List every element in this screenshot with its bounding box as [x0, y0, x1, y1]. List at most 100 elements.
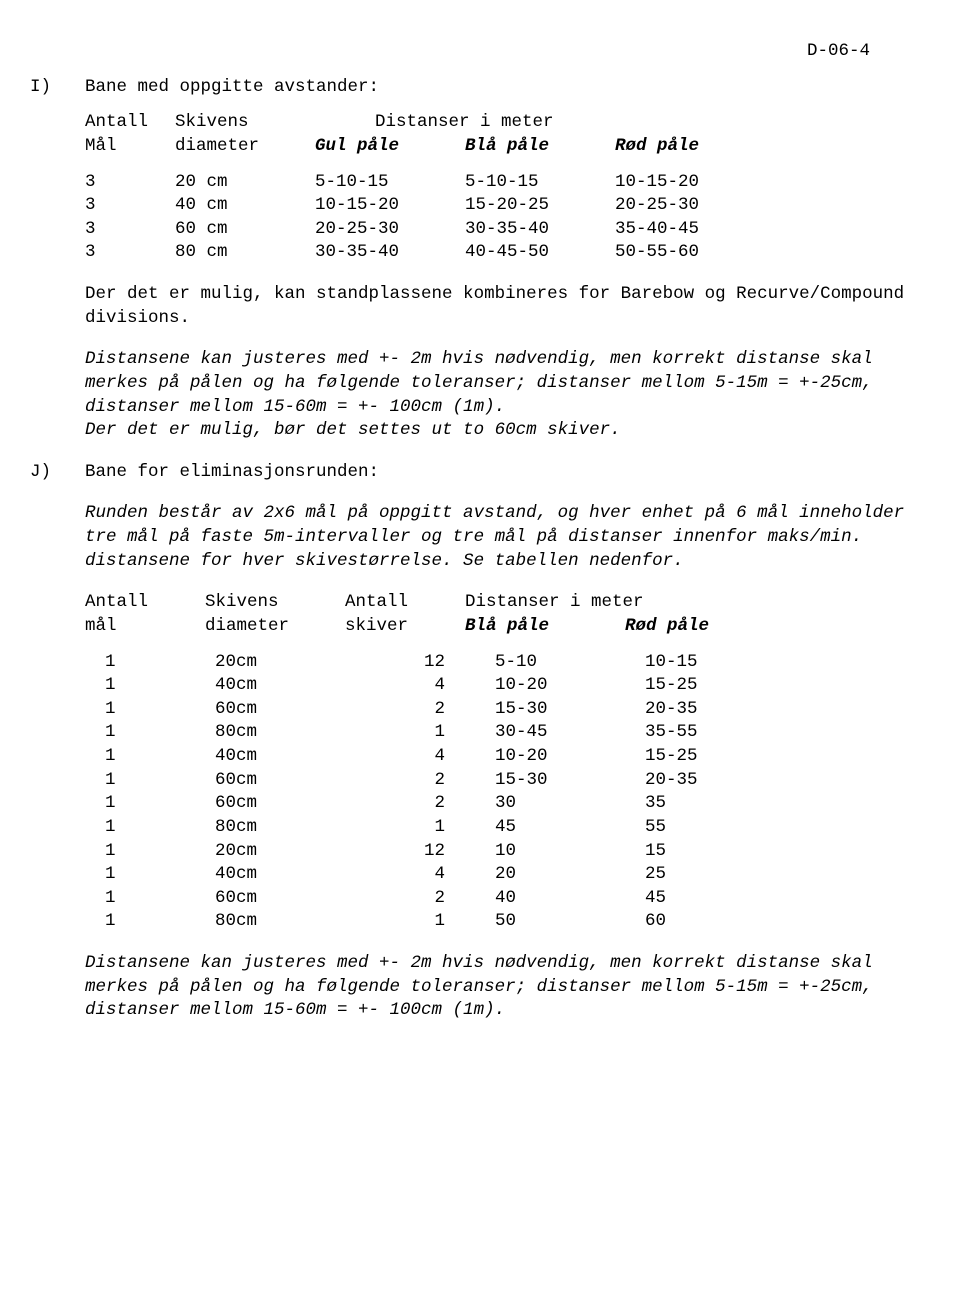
table-row: 160cm215-3020-35 [85, 698, 765, 722]
table-row: 340 cm10-15-2015-20-2520-25-30 [85, 194, 755, 218]
table-row: 180cm14555 [85, 816, 765, 840]
table-cell: 60 [635, 910, 765, 934]
th: Mål [85, 135, 175, 159]
page-id: D-06-4 [30, 40, 910, 64]
section-i-header: I) Bane med oppgitte avstander: [30, 76, 910, 100]
table-cell: 10-15-20 [615, 171, 755, 195]
table-cell: 2 [345, 887, 485, 911]
table-cell: 3 [85, 171, 175, 195]
table-cell: 25 [635, 863, 765, 887]
th: mål [85, 615, 205, 639]
table-i-header: Antall Skivens Distanser i meter Mål dia… [85, 111, 755, 158]
table-cell: 20 [485, 863, 635, 887]
table-cell: 4 [345, 674, 485, 698]
table-cell: 15-30 [485, 769, 635, 793]
table-cell: 40cm [215, 863, 345, 887]
table-cell: 40cm [215, 745, 345, 769]
table-cell: 20 cm [175, 171, 315, 195]
table-cell: 5-10-15 [315, 171, 465, 195]
table-cell: 30 [485, 792, 635, 816]
table-row: 140cm410-2015-25 [85, 745, 765, 769]
th: Antall [85, 591, 205, 615]
table-cell: 40 [485, 887, 635, 911]
table-cell: 50 [485, 910, 635, 934]
table-j-body: 120cm125-1010-15140cm410-2015-25160cm215… [85, 651, 765, 935]
table-row: 320 cm5-10-155-10-1510-15-20 [85, 171, 755, 195]
table-cell: 20-25-30 [315, 218, 465, 242]
table-cell: 1 [85, 910, 215, 934]
table-cell: 4 [345, 745, 485, 769]
th: Gul påle [315, 135, 465, 159]
th: Rød påle [625, 615, 765, 639]
section-j-body: Runden består av 2x6 mål på oppgitt avst… [85, 502, 910, 1023]
table-cell: 20cm [215, 651, 345, 675]
table-row: 380 cm30-35-4040-45-5050-55-60 [85, 241, 755, 265]
table-cell: 4 [345, 863, 485, 887]
table-cell: 1 [85, 698, 215, 722]
table-cell: 1 [85, 816, 215, 840]
table-row: 140cm42025 [85, 863, 765, 887]
table-cell: 30-35-40 [465, 218, 615, 242]
table-cell: 1 [85, 674, 215, 698]
table-cell: 1 [85, 651, 215, 675]
table-i-body: 320 cm5-10-155-10-1510-15-20340 cm10-15-… [85, 171, 755, 266]
table-cell: 3 [85, 218, 175, 242]
section-j-header: J) Bane for eliminasjonsrunden: [30, 461, 910, 485]
table-cell: 40 cm [175, 194, 315, 218]
section-i-label: I) [30, 76, 85, 100]
table-cell: 3 [85, 241, 175, 265]
th: Distanser i meter [465, 591, 765, 615]
table-cell: 1 [85, 792, 215, 816]
table-cell: 35-55 [635, 721, 765, 745]
th: Blå påle [465, 615, 625, 639]
table-cell: 10-20 [485, 745, 635, 769]
table-row: 160cm23035 [85, 792, 765, 816]
table-cell: 45 [485, 816, 635, 840]
table-cell: 12 [345, 840, 485, 864]
table-cell: 12 [345, 651, 485, 675]
table-cell: 60cm [215, 792, 345, 816]
th: Distanser i meter [315, 111, 755, 135]
table-cell: 15-25 [635, 745, 765, 769]
table-cell: 60cm [215, 698, 345, 722]
th: diameter [205, 615, 345, 639]
table-row: 120cm121015 [85, 840, 765, 864]
section-i-para2: Distansene kan justeres med +- 2m hvis n… [85, 348, 910, 419]
table-cell: 30-45 [485, 721, 635, 745]
table-cell: 1 [85, 840, 215, 864]
table-cell: 15-25 [635, 674, 765, 698]
table-cell: 20-35 [635, 698, 765, 722]
section-j-title: Bane for eliminasjonsrunden: [85, 461, 910, 485]
table-cell: 1 [345, 721, 485, 745]
table-row: 140cm410-2015-25 [85, 674, 765, 698]
table-row: 180cm130-4535-55 [85, 721, 765, 745]
table-cell: 15-30 [485, 698, 635, 722]
table-cell: 2 [345, 769, 485, 793]
section-j-para1: Runden består av 2x6 mål på oppgitt avst… [85, 502, 910, 573]
table-cell: 10-15 [635, 651, 765, 675]
table-cell: 1 [85, 887, 215, 911]
table-cell: 5-10 [485, 651, 635, 675]
th: Antall [85, 111, 175, 135]
table-cell: 60cm [215, 769, 345, 793]
table-cell: 80cm [215, 910, 345, 934]
table-cell: 80 cm [175, 241, 315, 265]
table-cell: 20-25-30 [615, 194, 755, 218]
table-cell: 1 [345, 816, 485, 840]
table-row: 120cm125-1010-15 [85, 651, 765, 675]
table-cell: 45 [635, 887, 765, 911]
table-cell: 30-35-40 [315, 241, 465, 265]
section-j-label: J) [30, 461, 85, 485]
table-cell: 15-20-25 [465, 194, 615, 218]
table-cell: 2 [345, 792, 485, 816]
table-row: 160cm24045 [85, 887, 765, 911]
section-j-para2: Distansene kan justeres med +- 2m hvis n… [85, 952, 910, 1023]
table-cell: 40cm [215, 674, 345, 698]
table-j-header: Antall Skivens Antall Distanser i meter … [85, 591, 765, 638]
section-i-para1: Der det er mulig, kan standplassene komb… [85, 283, 910, 330]
table-cell: 10 [485, 840, 635, 864]
table-cell: 1 [85, 745, 215, 769]
table-cell: 35-40-45 [615, 218, 755, 242]
section-i-para3: Der det er mulig, bør det settes ut to 6… [85, 419, 910, 443]
table-cell: 10-15-20 [315, 194, 465, 218]
